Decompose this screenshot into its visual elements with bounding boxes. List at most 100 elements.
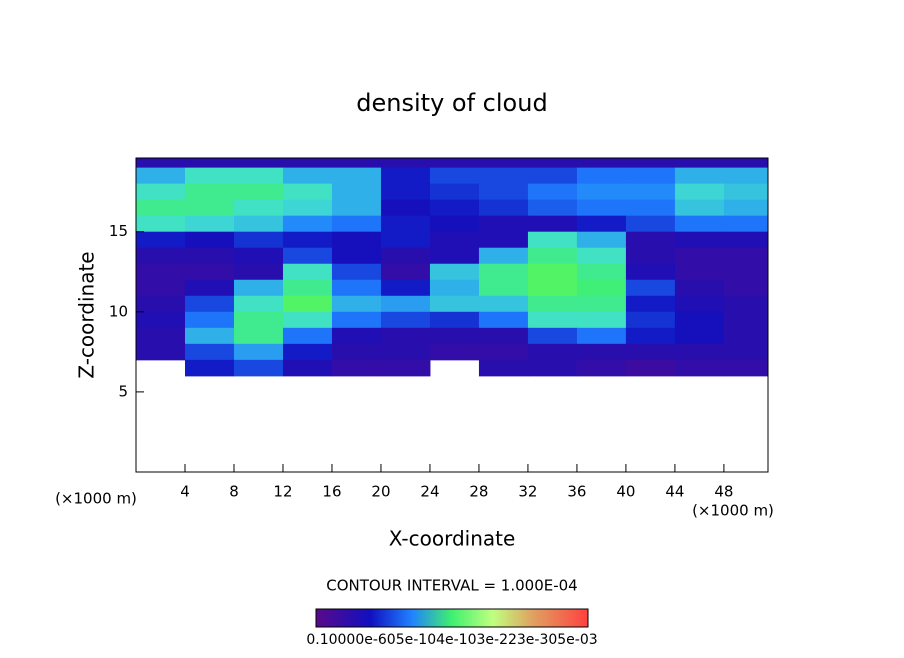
density-cell [478,231,529,249]
density-cell [429,311,480,329]
density-cell [625,199,676,217]
density-cell [331,279,382,297]
density-cell [723,311,768,329]
density-cell [184,199,235,217]
density-cell [478,343,529,361]
density-cell [429,158,480,169]
density-cell [380,247,431,265]
density-cell [625,311,676,329]
x-axis-label: X-coordinate [389,527,516,551]
density-cell [380,263,431,281]
density-cell [429,295,480,313]
density-cell [331,295,382,313]
density-cell [429,263,480,281]
density-cell [527,359,578,377]
x-tick-label: 16 [322,483,341,501]
density-cell [282,158,333,169]
density-cell [625,327,676,345]
contour-field [136,158,768,377]
density-cell [282,247,333,265]
density-cell [723,199,768,217]
density-cell [331,158,382,169]
density-cell [184,167,235,185]
density-cell [282,343,333,361]
density-cell [625,295,676,313]
x-tick-label: 32 [518,483,537,501]
y-tick-label: 5 [118,382,128,400]
density-cell [723,247,768,265]
density-cell [380,158,431,169]
density-cell [380,327,431,345]
density-cell [282,263,333,281]
density-cell [331,359,382,377]
density-cell [576,279,627,297]
density-cell [136,295,186,313]
x-tick-label: 8 [229,483,239,501]
density-cell [723,279,768,297]
density-cell [674,359,725,377]
density-cell [674,343,725,361]
x-tick-label: 12 [273,483,292,501]
density-cell [674,183,725,201]
x-tick-label: 36 [567,483,586,501]
x-tick-label: 48 [714,483,733,501]
density-cell [282,231,333,249]
density-cell [576,158,627,169]
density-cell [380,183,431,201]
density-cell [136,263,186,281]
density-cell [625,247,676,265]
density-cell [527,247,578,265]
density-cell [527,327,578,345]
density-cell [527,295,578,313]
density-cell [429,231,480,249]
density-cell [136,247,186,265]
density-cell [380,199,431,217]
density-cell [136,327,186,345]
density-cell [674,215,725,233]
density-cell [576,183,627,201]
density-cell [576,311,627,329]
density-cell [282,215,333,233]
density-cell [576,199,627,217]
density-cell [625,215,676,233]
density-cell [527,183,578,201]
density-cell [576,263,627,281]
density-cell [233,279,284,297]
density-cell [429,199,480,217]
density-cell [282,327,333,345]
density-cell [233,199,284,217]
density-cell [184,231,235,249]
density-cell [576,231,627,249]
density-cell [380,359,431,377]
density-cell [723,343,768,361]
density-cell [331,167,382,185]
density-cell [136,158,186,169]
density-cell [625,263,676,281]
density-cell [380,279,431,297]
density-cell [625,158,676,169]
density-cell [527,343,578,361]
density-cell [527,199,578,217]
density-cell [674,167,725,185]
density-cell [478,247,529,265]
density-cell [674,263,725,281]
contour-interval: CONTOUR INTERVAL = 1.000E-04 [326,577,577,595]
density-cell [184,263,235,281]
density-cell [184,327,235,345]
density-cell [233,158,284,169]
density-cell [576,167,627,185]
density-cell [184,247,235,265]
density-cell [723,167,768,185]
x-unit-label: (×1000 m) [692,502,774,520]
density-cell [380,343,431,361]
density-cell [331,247,382,265]
density-cell [429,279,480,297]
density-cell [429,327,480,345]
density-cell [478,327,529,345]
density-cell [576,295,627,313]
colorbar-label: 0.10000e-605e-104e-103e-223e-305e-03 [306,632,597,648]
density-cell [625,359,676,377]
density-cell [723,263,768,281]
density-cell [576,247,627,265]
